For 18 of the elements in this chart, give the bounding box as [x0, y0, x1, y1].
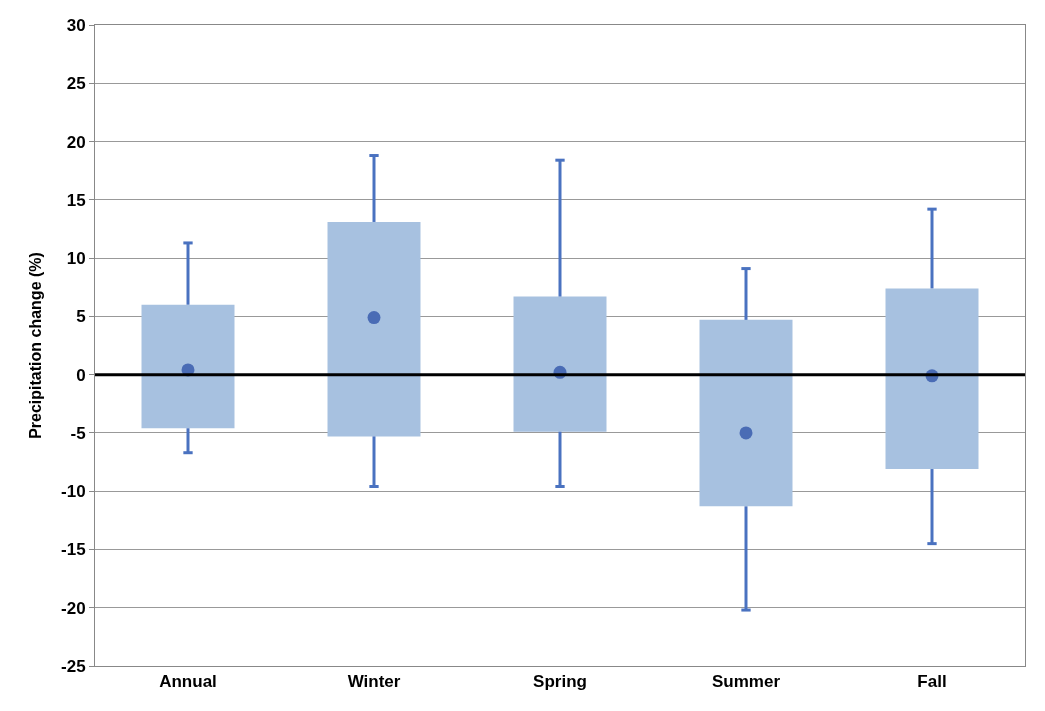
y-tick-label: -5: [70, 423, 86, 443]
x-tick-label: Fall: [917, 672, 947, 692]
x-tick-label: Winter: [347, 672, 401, 692]
y-tick-label: 0: [76, 365, 86, 385]
y-tick-label: -15: [61, 540, 86, 560]
x-tick-label: Summer: [711, 672, 781, 692]
y-tick-label: 15: [66, 190, 86, 210]
y-tick-label: 30: [66, 15, 86, 35]
y-tick-label: -10: [61, 482, 86, 502]
x-tick-label: Spring: [533, 672, 587, 692]
y-tick-label: 25: [66, 74, 86, 94]
y-axis-title: Precipitation change (%): [26, 252, 44, 439]
y-tick-label: 10: [66, 249, 86, 269]
x-tick-label: Annual: [159, 672, 217, 692]
y-tick-label: 5: [76, 307, 86, 327]
y-tick-label: -20: [61, 598, 86, 618]
y-tick-label: -25: [61, 656, 86, 676]
y-tick-label: 20: [66, 132, 86, 152]
